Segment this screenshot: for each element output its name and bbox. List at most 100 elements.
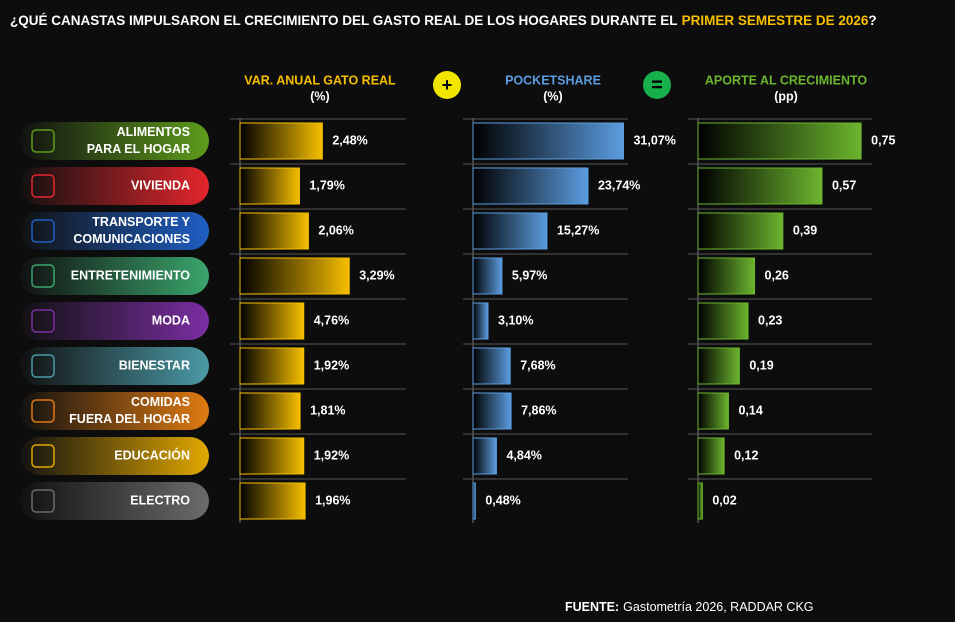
- panel-unit: (pp): [774, 89, 798, 103]
- bar: [239, 257, 350, 295]
- value-label: 4,76%: [314, 313, 349, 327]
- value-label: 3,10%: [498, 313, 533, 327]
- bar: [472, 347, 511, 385]
- category-label: VIVIENDA: [131, 178, 190, 192]
- value-label: 1,92%: [314, 448, 349, 462]
- bar: [697, 302, 749, 340]
- value-label: 1,81%: [310, 403, 345, 417]
- category-label: ALIMENTOS: [117, 125, 190, 139]
- value-label: 31,07%: [633, 133, 675, 147]
- value-label: 0,14: [738, 403, 762, 417]
- value-label: 5,97%: [512, 268, 547, 282]
- value-label: 1,96%: [315, 493, 350, 507]
- bar: [697, 167, 823, 205]
- panel-unit: (%): [310, 89, 329, 103]
- category-icon: [31, 129, 55, 153]
- plus-sign: +: [442, 75, 453, 95]
- category-label: ELECTRO: [130, 493, 190, 507]
- category-label: MODA: [152, 313, 190, 327]
- equals-sign: =: [651, 74, 663, 96]
- value-label: 1,92%: [314, 358, 349, 372]
- category-icon: [31, 219, 55, 243]
- value-label: 0,75: [871, 133, 895, 147]
- value-label: 1,79%: [309, 178, 344, 192]
- category-pill: [20, 302, 209, 340]
- value-label: 7,68%: [520, 358, 555, 372]
- category-pill: [20, 437, 209, 475]
- bar: [472, 392, 512, 430]
- panel-title: POCKETSHARE: [505, 73, 601, 87]
- bar: [697, 212, 784, 250]
- bar: [239, 392, 301, 430]
- category-label: BIENESTAR: [119, 358, 190, 372]
- title-end: ?: [868, 13, 876, 28]
- value-label: 0,57: [832, 178, 856, 192]
- bar: [239, 482, 306, 520]
- bar: [697, 347, 740, 385]
- bar: [472, 212, 548, 250]
- value-label: 0,12: [734, 448, 758, 462]
- title-highlight: PRIMER SEMESTRE DE 2026: [682, 13, 869, 28]
- bar: [697, 437, 725, 475]
- value-label: 3,29%: [359, 268, 394, 282]
- value-label: 0,02: [712, 493, 736, 507]
- plus-circle: [433, 71, 461, 99]
- bar: [239, 347, 305, 385]
- equals-circle: [643, 71, 671, 99]
- category-pill: [20, 212, 209, 250]
- category-pill: [20, 347, 209, 385]
- category-icon: [31, 309, 55, 333]
- category-pill: [20, 257, 209, 295]
- category-label: ENTRETENIMIENTO: [71, 268, 190, 282]
- bar: [472, 257, 503, 295]
- category-icon: [31, 399, 55, 423]
- value-label: 4,84%: [506, 448, 541, 462]
- bar: [472, 482, 476, 520]
- panel-title: VAR. ANUAL GATO REAL: [244, 73, 396, 87]
- bar: [697, 257, 756, 295]
- title: ¿QUÉ CANASTAS IMPULSARON EL CRECIMIENTO …: [10, 13, 877, 28]
- bar: [239, 302, 305, 340]
- bar: [697, 122, 862, 160]
- bar: [472, 302, 489, 340]
- value-label: 0,19: [749, 358, 773, 372]
- bar: [239, 122, 323, 160]
- bar: [239, 212, 309, 250]
- source-text: Gastometría 2026, RADDAR CKG: [623, 600, 813, 614]
- category-label: EDUCACIÓN: [114, 447, 190, 462]
- value-label: 0,23: [758, 313, 782, 327]
- category-pill: [20, 122, 209, 160]
- value-label: 23,74%: [598, 178, 640, 192]
- value-label: 15,27%: [557, 223, 599, 237]
- category-label: COMUNICACIONES: [73, 232, 190, 246]
- category-label: FUERA DEL HOGAR: [69, 412, 190, 426]
- title-text: ¿QUÉ CANASTAS IMPULSARON EL CRECIMIENTO …: [10, 13, 678, 28]
- category-icon: [31, 489, 55, 513]
- category-icon: [31, 354, 55, 378]
- source-label: FUENTE:: [565, 600, 619, 614]
- panel-unit: (%): [543, 89, 562, 103]
- bar: [472, 167, 589, 205]
- value-label: 2,48%: [332, 133, 367, 147]
- value-label: 7,86%: [521, 403, 556, 417]
- category-label: COMIDAS: [131, 395, 190, 409]
- source: FUENTE: Gastometría 2026, RADDAR CKG: [565, 600, 814, 614]
- category-pill: [20, 167, 209, 205]
- value-label: 0,39: [793, 223, 817, 237]
- bar: [239, 437, 305, 475]
- category-pill: [20, 482, 209, 520]
- bar: [472, 122, 624, 160]
- category-label: TRANSPORTE Y: [92, 215, 190, 229]
- category-pill: [20, 392, 209, 430]
- category-icon: [31, 444, 55, 468]
- bar: [472, 437, 497, 475]
- value-label: 0,48%: [485, 493, 520, 507]
- category-icon: [31, 174, 55, 198]
- panel-title: APORTE AL CRECIMIENTO: [705, 73, 868, 87]
- category-label: PARA EL HOGAR: [87, 142, 190, 156]
- bar: [239, 167, 300, 205]
- category-icon: [31, 264, 55, 288]
- value-label: 0,26: [765, 268, 789, 282]
- bar: [697, 482, 703, 520]
